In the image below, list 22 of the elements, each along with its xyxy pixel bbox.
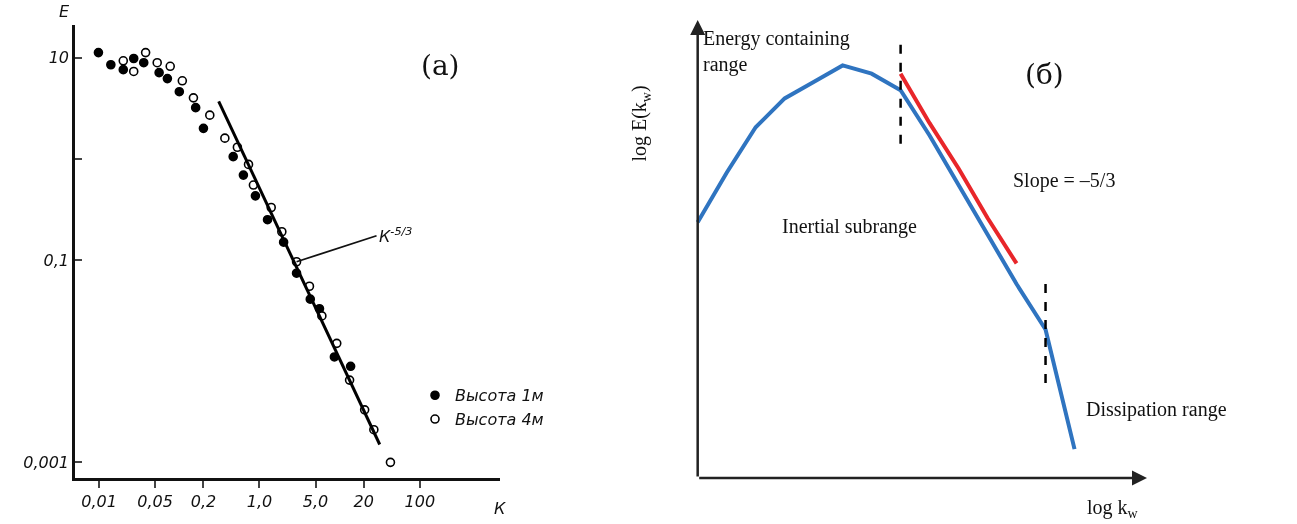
annotation: Energy containing range bbox=[703, 27, 850, 76]
annotation: (а) bbox=[421, 49, 460, 82]
annotation: (б) bbox=[1025, 58, 1064, 91]
y-axis-title: E bbox=[59, 2, 70, 21]
x-tick-label: 20 bbox=[353, 491, 374, 511]
x-tick-label: 0,01 bbox=[81, 491, 117, 511]
annotation: Dissipation range bbox=[1086, 398, 1227, 421]
y-tick-label: 0,001 bbox=[23, 452, 70, 472]
annotation: Slope = –5/3 bbox=[1013, 169, 1116, 192]
x-tick-label: 0,2 bbox=[190, 491, 217, 511]
x-axis-title: К bbox=[494, 499, 506, 518]
y-tick-label: 0,1 bbox=[43, 250, 70, 270]
legend-label: Высота 4м bbox=[455, 410, 544, 430]
x-tick-label: 5,0 bbox=[302, 491, 329, 511]
annotation: К$^{-5/3}$ bbox=[379, 225, 413, 246]
x-tick-label: 100 bbox=[404, 491, 436, 511]
x-tick-label: 0,05 bbox=[137, 491, 173, 511]
annotation: Inertial subrange bbox=[782, 215, 918, 238]
x-tick-label: 1,0 bbox=[246, 491, 273, 511]
x-axis-title: log k$_{w}$ bbox=[1087, 496, 1139, 522]
y-tick-label: 10 bbox=[48, 48, 70, 68]
legend-label: Высота 1м bbox=[455, 386, 544, 406]
